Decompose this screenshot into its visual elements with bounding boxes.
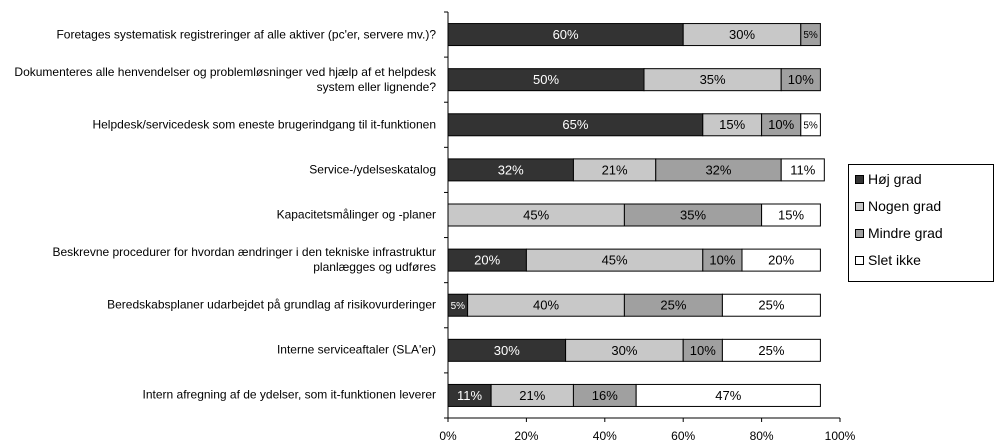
- bar-segment: [635, 383, 821, 407]
- legend-swatch: [855, 255, 864, 265]
- x-tick-label: 40%: [593, 429, 617, 443]
- legend-entry: Høj grad: [855, 171, 922, 187]
- data-label: 45%: [602, 253, 628, 268]
- bar-segment: [721, 338, 821, 362]
- legend-label: Mindre grad: [868, 225, 943, 241]
- legend-entry: Nogen grad: [855, 198, 941, 214]
- data-label: 30%: [494, 343, 520, 358]
- legend-entry: Mindre grad: [855, 225, 943, 241]
- bar-segment: [800, 23, 821, 47]
- x-tick-label: 0%: [439, 429, 457, 443]
- data-label: 5%: [451, 301, 466, 312]
- data-label: 5%: [803, 30, 818, 41]
- bar-segment: [780, 68, 821, 92]
- data-label: 20%: [474, 253, 500, 268]
- legend-label: Slet ikke: [868, 252, 921, 268]
- x-tick-label: 60%: [671, 429, 695, 443]
- y-tick-label: Beredskabsplaner udarbejdet på grundlag …: [107, 297, 436, 312]
- data-label: 21%: [519, 388, 545, 403]
- y-tick-label: Interne serviceaftaler (SLA'er): [276, 342, 436, 357]
- data-label: 50%: [533, 72, 559, 87]
- data-label: 11%: [457, 388, 482, 403]
- data-label: 35%: [680, 207, 706, 222]
- legend: Høj grad Nogen grad Mindre grad Slet ikke: [848, 164, 994, 282]
- y-tick-label: Service-/ydelseskatalog: [309, 162, 436, 177]
- x-tick-label: 80%: [750, 429, 774, 443]
- data-label: 15%: [778, 207, 804, 222]
- legend-label: Nogen grad: [868, 198, 942, 214]
- y-tick-label: Foretages systematisk registreringer af …: [56, 27, 436, 42]
- data-label: 65%: [562, 117, 588, 132]
- data-label: 16%: [592, 388, 618, 403]
- y-tick-label: Intern afregning af de ydelser, som it-f…: [142, 387, 437, 402]
- y-tick-label: Helpdesk/servicedesk som eneste brugerin…: [92, 117, 436, 132]
- data-label: 15%: [719, 117, 745, 132]
- legend-swatch: [855, 174, 864, 184]
- data-label: 25%: [758, 298, 784, 313]
- y-tick-label: Kapacitetsmålinger og -planer: [276, 207, 436, 222]
- legend-swatch: [855, 201, 864, 211]
- bar-segment: [721, 293, 821, 317]
- data-label: 60%: [553, 27, 579, 42]
- legend-entry: Slet ikke: [855, 252, 921, 268]
- data-label: 20%: [768, 253, 794, 268]
- bar-segment: [800, 113, 821, 137]
- bar-segment: [761, 203, 821, 227]
- data-label: 21%: [602, 162, 628, 177]
- x-tick-label: 20%: [514, 429, 538, 443]
- data-label: 45%: [523, 207, 549, 222]
- x-tick-label: 100%: [825, 429, 856, 443]
- data-label: 30%: [729, 27, 755, 42]
- data-label: 40%: [533, 298, 559, 313]
- data-label: 5%: [803, 120, 818, 131]
- data-label: 25%: [660, 298, 686, 313]
- data-label: 47%: [715, 388, 741, 403]
- data-label: 10%: [788, 72, 814, 87]
- bar-segment: [741, 248, 821, 272]
- data-label: 10%: [768, 117, 794, 132]
- legend-swatch: [855, 228, 864, 238]
- data-label: 11%: [790, 162, 815, 177]
- data-label: 10%: [709, 253, 735, 268]
- data-label: 32%: [498, 162, 524, 177]
- y-tick-label: Dokumenteres alle henvendelser og proble…: [14, 64, 436, 94]
- bar-segment: [780, 158, 825, 182]
- data-label: 30%: [611, 343, 637, 358]
- legend-label: Høj grad: [868, 171, 922, 187]
- data-label: 10%: [690, 343, 716, 358]
- data-label: 25%: [758, 343, 784, 358]
- data-label: 32%: [705, 162, 731, 177]
- data-label: 35%: [700, 72, 726, 87]
- y-tick-label: Beskrevne procedurer for hvordan ændring…: [52, 245, 436, 275]
